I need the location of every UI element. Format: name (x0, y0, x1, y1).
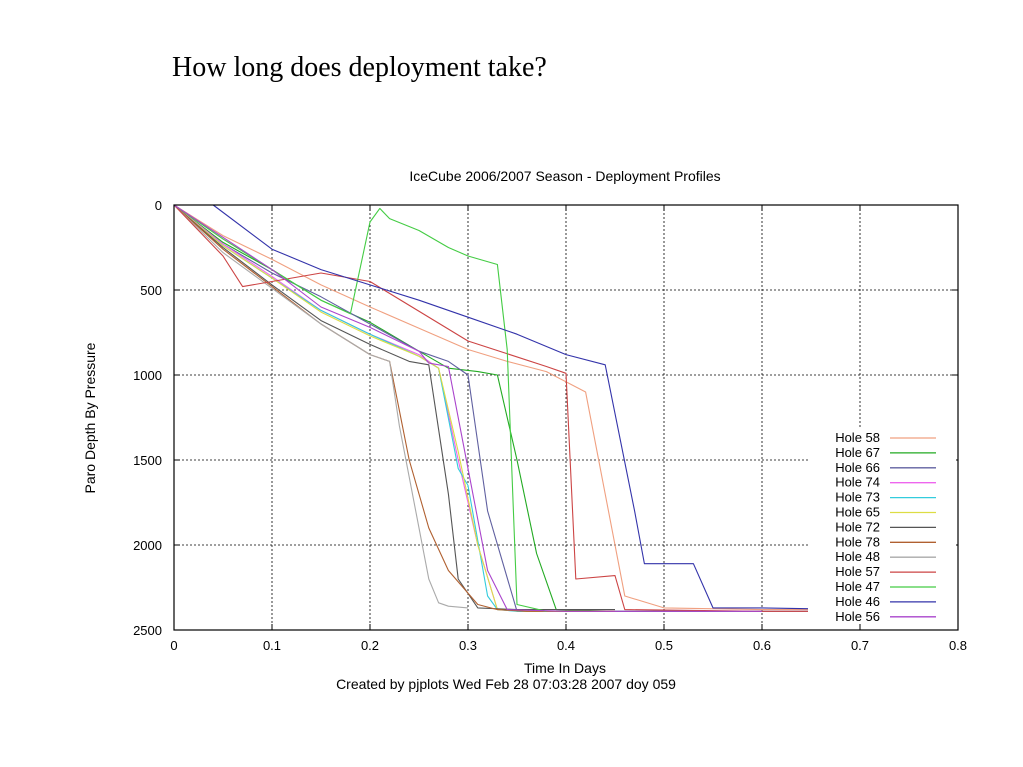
legend-label: Hole 58 (835, 430, 880, 445)
x-tick-label: 0.6 (753, 638, 771, 653)
x-tick-label: 0.4 (557, 638, 575, 653)
x-tick-label: 0.5 (655, 638, 673, 653)
legend-label: Hole 78 (835, 534, 880, 549)
series-line-hole-74 (173, 204, 615, 612)
series-line-hole-47 (173, 204, 547, 612)
legend-background (808, 428, 956, 624)
tick-labels: 0 0.1 0.2 0.3 0.4 0.5 0.6 0.7 0.8 0 500 1000 1500 200… (133, 198, 967, 653)
legend-label: Hole 74 (835, 475, 880, 490)
legend-label: Hole 57 (835, 564, 880, 579)
legend-label: Hole 56 (835, 609, 880, 624)
x-tick-label: 0 (170, 638, 177, 653)
series-line-hole-58 (173, 204, 939, 611)
y-axis-label: Paro Depth By Pressure (82, 342, 98, 493)
legend-label: Hole 67 (835, 445, 880, 460)
series-lines (173, 204, 939, 612)
x-tick-label: 0.7 (851, 638, 869, 653)
x-tick-label: 0.2 (361, 638, 379, 653)
chart-footer: Created by pjplots Wed Feb 28 07:03:28 2… (336, 676, 676, 692)
series-line-hole-56 (173, 204, 762, 612)
series-line-hole-78 (173, 204, 615, 612)
x-tick-label: 0.3 (459, 638, 477, 653)
y-tick-label: 2000 (133, 538, 162, 553)
x-tick-label: 0.1 (263, 638, 281, 653)
legend-label: Hole 46 (835, 594, 880, 609)
series-line-hole-65 (173, 204, 615, 612)
series-line-hole-48 (173, 204, 469, 609)
series-line-hole-46 (174, 204, 939, 611)
y-tick-label: 0 (155, 198, 162, 213)
legend-label: Hole 65 (835, 505, 880, 520)
x-axis-label: Time In Days (524, 660, 606, 676)
legend-label: Hole 47 (835, 579, 880, 594)
legend-label: Hole 48 (835, 549, 880, 564)
x-tick-label: 0.8 (949, 638, 967, 653)
slide-title: How long does deployment take? (172, 52, 547, 83)
chart-title: IceCube 2006/2007 Season - Deployment Pr… (409, 168, 720, 184)
y-tick-label: 1500 (133, 453, 162, 468)
plot-frame (173, 204, 959, 631)
y-tick-label: 1000 (133, 368, 162, 383)
legend-label: Hole 72 (835, 519, 880, 534)
y-tick-label: 500 (140, 283, 162, 298)
legend-label: Hole 66 (835, 460, 880, 475)
y-tick-label: 2500 (133, 623, 162, 638)
legend-label: Hole 73 (835, 490, 880, 505)
series-line-hole-72 (173, 204, 615, 611)
